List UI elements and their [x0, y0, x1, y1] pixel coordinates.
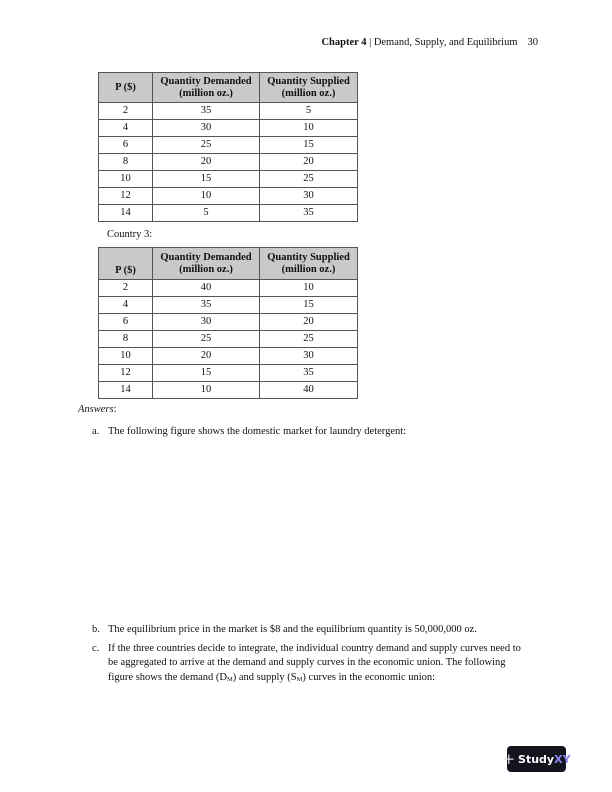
answers-heading: Answers: [78, 404, 117, 415]
table-cell: 30 [259, 347, 358, 365]
table-row: 14 10 40 [98, 381, 358, 399]
answer-b: b. The equilibrium price in the market i… [92, 624, 477, 635]
table-cell: 10 [259, 279, 358, 297]
table-cell: 8 [98, 330, 153, 348]
table-cell: 5 [259, 102, 358, 120]
table-row: 4 35 15 [98, 296, 358, 314]
table-cell: 14 [98, 204, 153, 222]
column-header: P ($) [98, 247, 153, 280]
table-row: 6 25 15 [98, 136, 358, 154]
table-cell: 35 [259, 204, 358, 222]
table-cell: 20 [259, 313, 358, 331]
table-cell: 14 [98, 381, 153, 399]
table-cell: 10 [152, 187, 260, 205]
table-cell: 2 [98, 279, 153, 297]
table-cell: 35 [259, 364, 358, 382]
table-cell: 2 [98, 102, 153, 120]
table-cell: 10 [98, 347, 153, 365]
table-cell: 20 [259, 153, 358, 171]
table-row: 10 20 30 [98, 347, 358, 365]
chapter-title: Demand, Supply, and Equilibrium [373, 37, 518, 48]
table-cell: 4 [98, 296, 153, 314]
chapter-label: Chapter 4 [321, 37, 367, 48]
plus-icon: + [502, 750, 516, 768]
answer-c: c. If the three countries decide to inte… [92, 643, 521, 683]
table-row: 4 30 10 [98, 119, 358, 137]
country-table: P ($) Quantity Demanded (million oz.) Quan… [98, 72, 358, 222]
answer-a: a. The following figure shows the domest… [92, 426, 407, 437]
table-cell: 35 [152, 102, 260, 120]
table-row: 14 5 35 [98, 204, 358, 222]
table-cell: 30 [152, 119, 260, 137]
column-header: Quantity Supplied (million oz.) [259, 247, 358, 280]
table-row: 2 40 10 [98, 279, 358, 297]
column-header: Quantity Demanded (million oz.) [152, 72, 260, 103]
table-row: 10 15 25 [98, 170, 358, 188]
table-cell: 10 [152, 381, 260, 399]
column-header: P ($) [98, 72, 153, 103]
table-row: 8 20 20 [98, 153, 358, 171]
table-cell: 40 [152, 279, 260, 297]
table-cell: 10 [98, 170, 153, 188]
table-cell: 20 [152, 153, 260, 171]
table-cell: 8 [98, 153, 153, 171]
table-cell: 25 [152, 330, 260, 348]
table-row: 8 25 25 [98, 330, 358, 348]
table-cell: 35 [152, 296, 260, 314]
country-3-table: P ($) Quantity Demanded (million oz.) Quan… [98, 247, 358, 399]
table-cell: 12 [98, 187, 153, 205]
column-header: Quantity Demanded (million oz.) [152, 247, 260, 280]
table-cell: 15 [152, 364, 260, 382]
page-number: 30 [527, 37, 539, 48]
table-cell: 5 [152, 204, 260, 222]
country-3-label: Country 3: [107, 229, 153, 240]
table-cell: 12 [98, 364, 153, 382]
table-row: 12 15 35 [98, 364, 358, 382]
table-cell: 15 [259, 136, 358, 154]
table-cell: 25 [259, 170, 358, 188]
table-cell: 6 [98, 136, 153, 154]
table-cell: 40 [259, 381, 358, 399]
table-cell: 20 [152, 347, 260, 365]
table-cell: 4 [98, 119, 153, 137]
table-cell: 25 [152, 136, 260, 154]
table-row: 2 35 5 [98, 102, 358, 120]
table-cell: 10 [259, 119, 358, 137]
table-cell: 15 [152, 170, 260, 188]
page-header: Chapter 4 | Demand, Supply, and Equilibr… [321, 37, 538, 48]
table-cell: 30 [259, 187, 358, 205]
table-cell: 15 [259, 296, 358, 314]
table-cell: 30 [152, 313, 260, 331]
table-cell: 25 [259, 330, 358, 348]
studyxy-logo[interactable]: + StudyXY [502, 746, 571, 772]
table-row: 6 30 20 [98, 313, 358, 331]
column-header: Quantity Supplied (million oz.) [259, 72, 358, 103]
table-cell: 6 [98, 313, 153, 331]
table-row: 12 10 30 [98, 187, 358, 205]
